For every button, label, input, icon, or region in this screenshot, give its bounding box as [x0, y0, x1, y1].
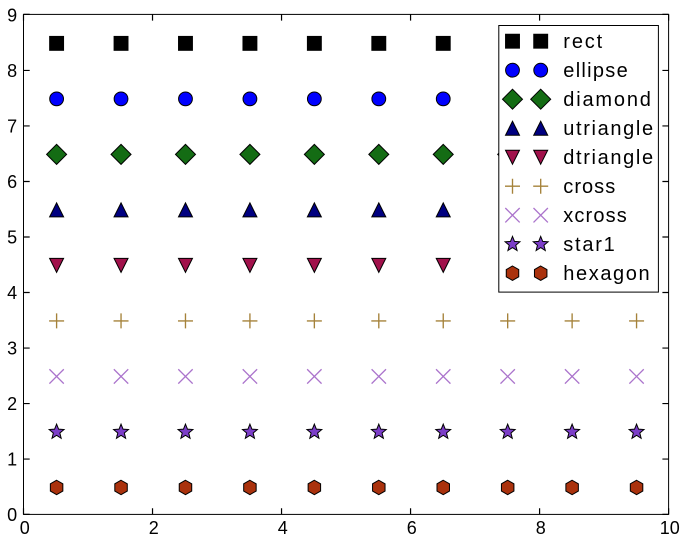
svg-text:6: 6	[7, 172, 17, 192]
svg-text:2: 2	[7, 394, 17, 414]
svg-text:cross: cross	[563, 176, 615, 198]
svg-text:6: 6	[407, 518, 417, 538]
svg-text:3: 3	[7, 339, 17, 359]
svg-text:1: 1	[7, 450, 17, 470]
svg-text:8: 8	[536, 518, 546, 538]
svg-text:ellipse: ellipse	[563, 60, 627, 82]
svg-text:star1: star1	[563, 234, 615, 256]
svg-text:utriangle: utriangle	[563, 118, 653, 140]
svg-text:5: 5	[7, 228, 17, 248]
svg-text:8: 8	[7, 61, 17, 81]
svg-text:diamond: diamond	[563, 89, 651, 111]
svg-text:4: 4	[7, 283, 17, 303]
svg-text:hexagon: hexagon	[563, 263, 649, 285]
svg-text:0: 0	[20, 518, 30, 538]
svg-text:7: 7	[7, 116, 17, 136]
svg-text:4: 4	[278, 518, 288, 538]
svg-text:0: 0	[7, 505, 17, 525]
svg-text:2: 2	[149, 518, 159, 538]
svg-text:10: 10	[660, 518, 680, 538]
svg-text:xcross: xcross	[563, 205, 626, 227]
svg-text:dtriangle: dtriangle	[563, 147, 653, 169]
svg-text:9: 9	[7, 5, 17, 25]
